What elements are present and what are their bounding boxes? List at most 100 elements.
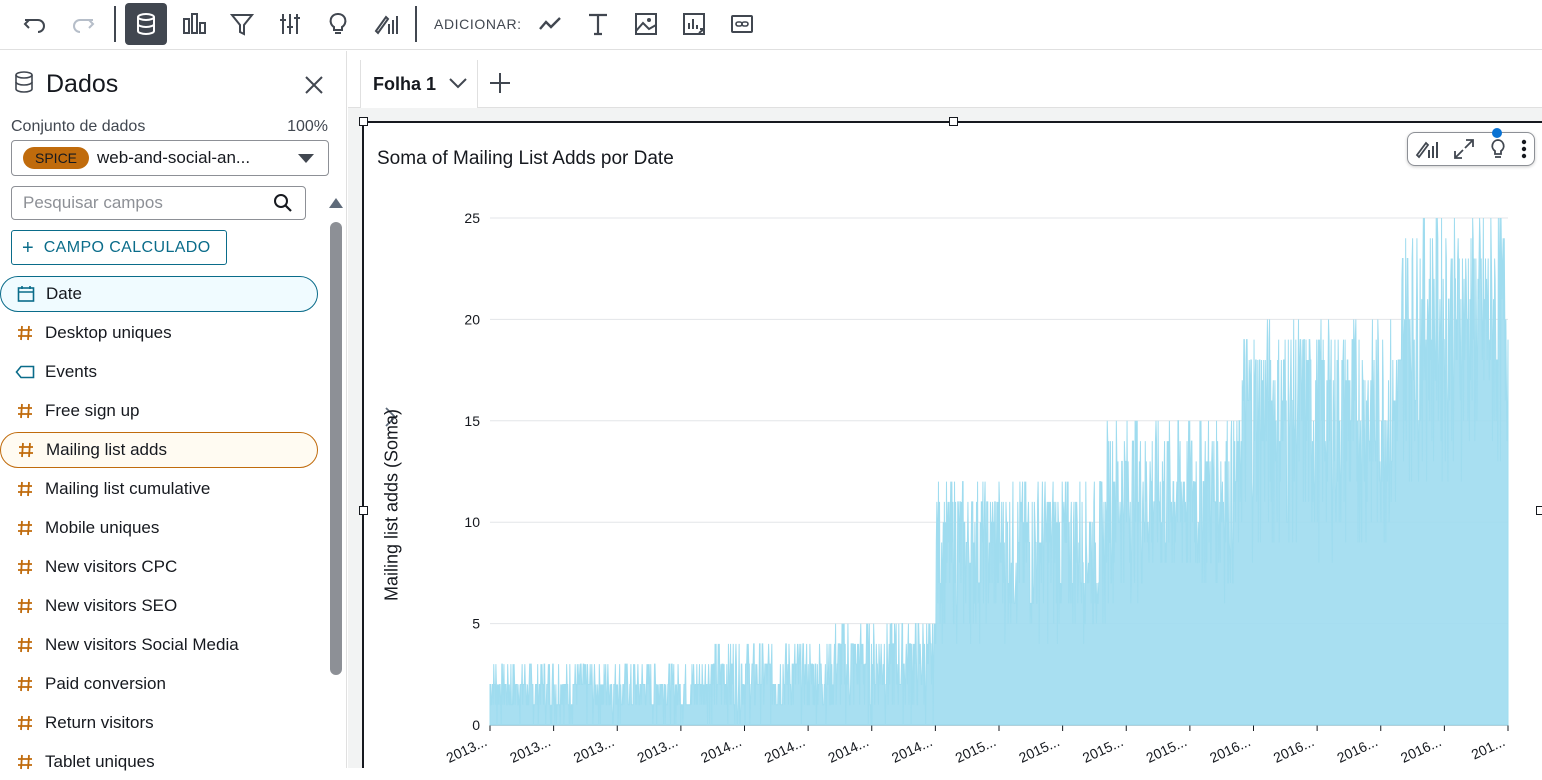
calculated-field-button[interactable]: + CAMPO CALCULADO: [11, 230, 227, 265]
panel-title: Dados: [46, 69, 119, 98]
x-tick-label: 2013...: [571, 733, 617, 766]
field-label: Free sign up: [45, 401, 140, 420]
close-panel-button[interactable]: [300, 71, 328, 99]
resize-handle[interactable]: [949, 117, 958, 126]
y-tick-label: 25: [464, 210, 480, 226]
y-tick-label: 20: [464, 311, 480, 327]
sheet-tab-label: Folha 1: [373, 74, 437, 94]
scrollbar-thumb[interactable]: [330, 222, 342, 675]
field-item[interactable]: Date: [0, 276, 318, 312]
scroll-up-arrow-icon[interactable]: [329, 198, 343, 208]
field-item[interactable]: New visitors SEO: [0, 588, 318, 624]
field-item[interactable]: Events: [0, 354, 318, 390]
field-label: New visitors Social Media: [45, 635, 239, 654]
visual-title[interactable]: Soma of Mailing List Adds por Date: [377, 148, 674, 169]
x-tick-label: 2016...: [1398, 733, 1444, 766]
format-visual-icon[interactable]: [1415, 138, 1439, 160]
y-tick-label: 5: [472, 616, 480, 632]
number-field-icon: [14, 322, 36, 344]
format-visual-icon[interactable]: [365, 3, 407, 45]
field-item[interactable]: New visitors Social Media: [0, 627, 318, 663]
field-item[interactable]: Mobile uniques: [0, 510, 318, 546]
number-field-icon: [14, 634, 36, 656]
expand-icon[interactable]: [1453, 138, 1475, 160]
field-item[interactable]: Desktop uniques: [0, 315, 318, 351]
search-input[interactable]: [12, 187, 262, 219]
number-field-icon: [14, 556, 36, 578]
x-tick-label: 2014...: [825, 733, 871, 766]
toolbar-separator: [114, 6, 116, 42]
x-tick-label: 2013...: [635, 733, 681, 766]
field-label: New visitors SEO: [45, 596, 178, 615]
field-item[interactable]: Return visitors: [0, 705, 318, 741]
field-item[interactable]: New visitors CPC: [0, 549, 318, 585]
field-item[interactable]: Tablet uniques: [0, 744, 318, 780]
date-field-icon: [15, 283, 37, 305]
resize-handle[interactable]: [1536, 506, 1542, 515]
redo-icon[interactable]: [62, 3, 104, 45]
image-icon[interactable]: [625, 3, 667, 45]
field-label: Paid conversion: [45, 674, 166, 693]
x-tick-label: 2013...: [444, 733, 490, 766]
database-icon: [14, 70, 34, 98]
parameters-icon[interactable]: [269, 3, 311, 45]
field-item[interactable]: Mailing list adds: [0, 432, 318, 468]
x-tick-label: 2014...: [889, 733, 935, 766]
field-label: Mailing list cumulative: [45, 479, 211, 498]
x-tick-label: 2013...: [507, 733, 553, 766]
chevron-right-icon[interactable]: [384, 406, 398, 433]
field-item[interactable]: Mailing list cumulative: [0, 471, 318, 507]
chart-area: 0 5 10 15 20 25 2013... 2013... 2013... 2013... 20…: [444, 210, 1509, 766]
field-label: New visitors CPC: [45, 557, 178, 576]
x-tick-label: 2015...: [1016, 733, 1062, 766]
panel-header: Dados: [14, 69, 118, 99]
search-field-box: [11, 186, 306, 220]
visual-card[interactable]: Soma of Mailing List Adds por Date Maili…: [359, 117, 1542, 768]
field-label: Date: [46, 284, 82, 303]
link-icon[interactable]: [721, 3, 763, 45]
add-sheet-plus-icon[interactable]: [488, 71, 512, 95]
insights-icon[interactable]: [317, 3, 359, 45]
undo-icon[interactable]: [14, 3, 56, 45]
resize-handle[interactable]: [359, 117, 368, 126]
field-label: Events: [45, 362, 97, 381]
tab-sheet-1[interactable]: Folha 1: [360, 60, 478, 109]
resize-handle[interactable]: [359, 506, 368, 515]
series-area[interactable]: [489, 217, 1509, 726]
text-icon[interactable]: [577, 3, 619, 45]
dimension-field-icon: [14, 361, 36, 383]
number-field-icon: [14, 712, 36, 734]
toolbar-separator: [415, 6, 417, 42]
line-chart-icon[interactable]: [529, 3, 571, 45]
visualize-icon[interactable]: [173, 3, 215, 45]
field-label: Mobile uniques: [45, 518, 160, 537]
field-item[interactable]: Paid conversion: [0, 666, 318, 702]
spice-badge: SPICE: [23, 147, 90, 169]
search-icon[interactable]: [273, 193, 293, 218]
insights-icon[interactable]: [1489, 138, 1507, 160]
number-field-icon: [14, 751, 36, 773]
number-field-icon: [14, 595, 36, 617]
x-tick-label: 2016...: [1334, 733, 1380, 766]
dataset-label: Conjunto de dados: [11, 118, 146, 135]
dataset-percent: 100%: [287, 118, 328, 135]
data-icon[interactable]: [125, 3, 167, 45]
custom-visual-icon[interactable]: [673, 3, 715, 45]
notification-dot: [1492, 128, 1502, 138]
filter-icon[interactable]: [221, 3, 263, 45]
data-panel: Dados Conjunto de dados 100% SPICE web-a…: [0, 51, 347, 771]
caret-down-icon: [298, 154, 314, 163]
x-tick-label: 2015...: [1080, 733, 1126, 766]
number-field-icon: [14, 400, 36, 422]
more-options-icon[interactable]: [1521, 138, 1527, 160]
chevron-down-icon[interactable]: [448, 76, 468, 94]
dataset-select[interactable]: SPICE web-and-social-an...: [11, 140, 329, 176]
y-tick-label: 15: [464, 413, 480, 429]
visual-menu: [1407, 128, 1535, 166]
x-tick-label: 2015...: [1144, 733, 1190, 766]
calculated-field-label: CAMPO CALCULADO: [43, 238, 211, 256]
field-label: Tablet uniques: [45, 752, 155, 771]
number-field-icon: [14, 517, 36, 539]
field-item[interactable]: Free sign up: [0, 393, 318, 429]
y-tick-label: 10: [464, 514, 480, 530]
